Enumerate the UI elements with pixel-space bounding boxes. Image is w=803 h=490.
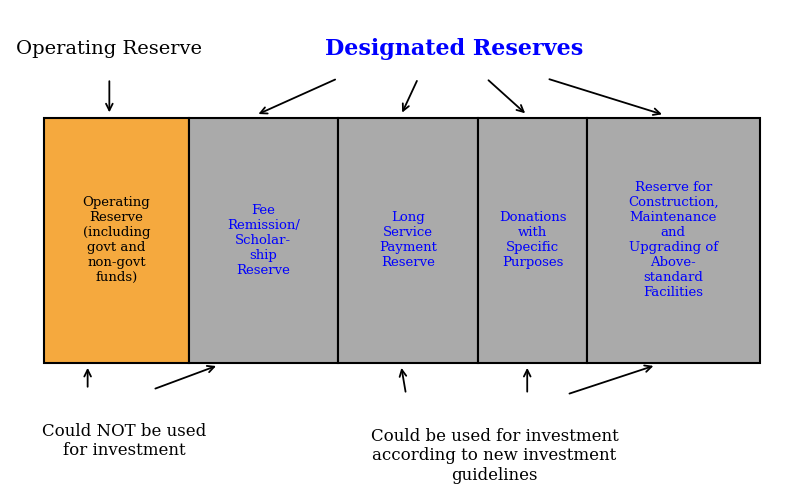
Text: Donations
with
Specific
Purposes: Donations with Specific Purposes (499, 211, 565, 269)
Bar (478, 118, 586, 363)
Text: Operating
Reserve
(including
govt and
non-govt
funds): Operating Reserve (including govt and no… (83, 196, 150, 284)
Text: Could NOT be used
for investment: Could NOT be used for investment (43, 423, 206, 459)
Text: Fee
Remission/
Scholar-
ship
Reserve: Fee Remission/ Scholar- ship Reserve (226, 204, 300, 276)
Text: Designated Reserves: Designated Reserves (324, 38, 583, 60)
Text: Long
Service
Payment
Reserve: Long Service Payment Reserve (379, 211, 436, 269)
Text: Operating Reserve: Operating Reserve (16, 40, 202, 58)
Text: Reserve for
Construction,
Maintenance
and
Upgrading of
Above-
standard
Facilitie: Reserve for Construction, Maintenance an… (627, 181, 718, 299)
Bar (586, 118, 759, 363)
Bar (337, 118, 478, 363)
Bar (44, 118, 189, 363)
Bar (189, 118, 337, 363)
Text: Could be used for investment
according to new investment
guidelines: Could be used for investment according t… (370, 428, 618, 484)
